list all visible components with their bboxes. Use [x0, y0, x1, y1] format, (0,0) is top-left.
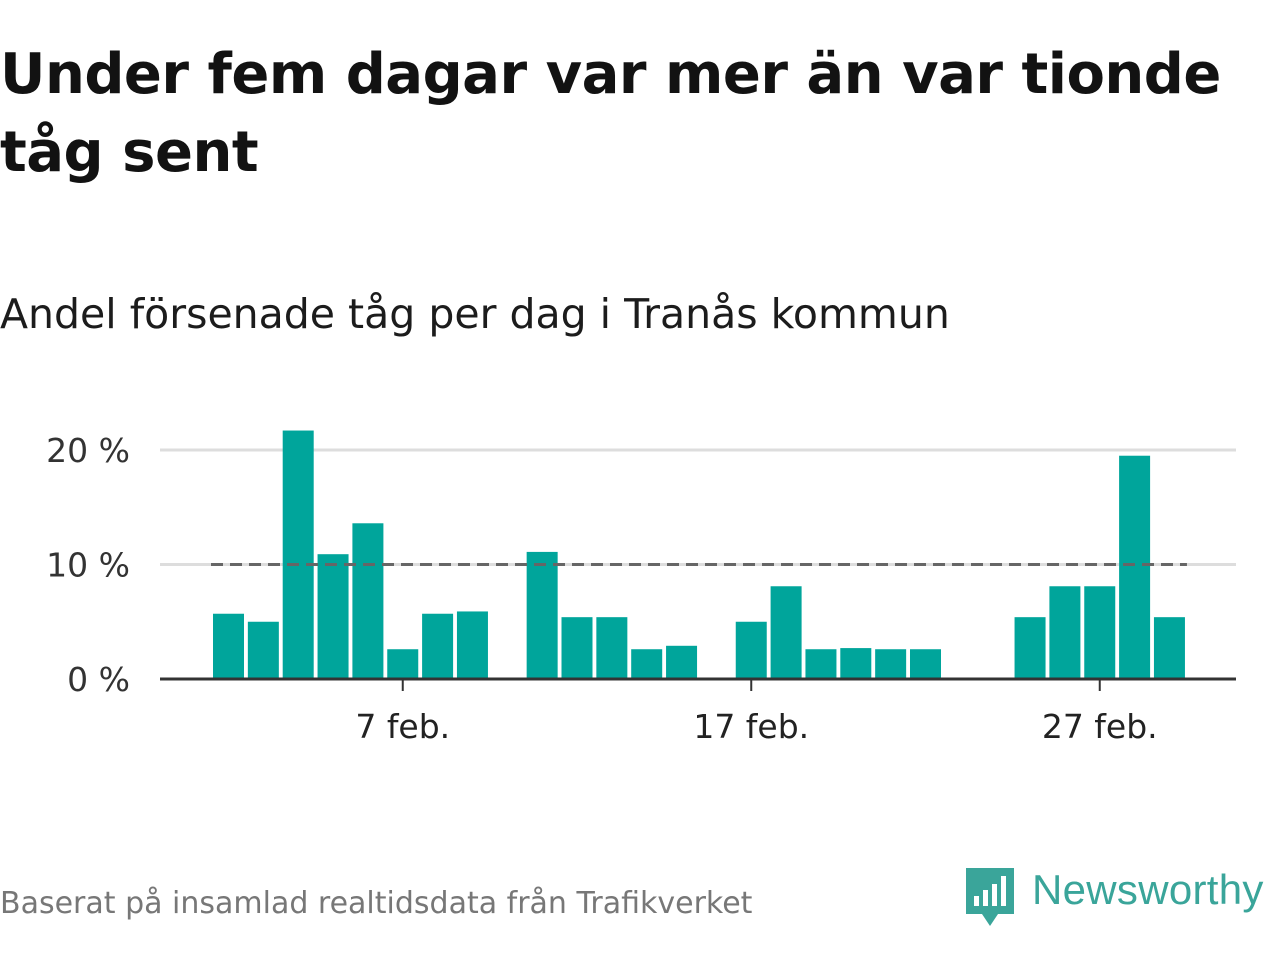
bar — [840, 648, 872, 679]
bar — [910, 649, 941, 679]
y-tick-label: 0 % — [67, 660, 130, 699]
x-tick-label: 7 feb. — [355, 707, 450, 746]
source-note: Baserat på insamlad realtidsdata från Tr… — [0, 886, 753, 921]
bar — [247, 621, 279, 679]
y-tick-label: 10 % — [46, 546, 130, 585]
bar — [770, 586, 802, 679]
bar — [213, 613, 244, 679]
chart-title: Under fem dagar var mer än var tionde tå… — [0, 42, 1221, 185]
bar-chart: 0 % 10 % 20 % 7 feb. 17 feb. 27 feb. — [46, 430, 1236, 746]
bar — [387, 649, 419, 679]
y-tick-label: 20 % — [46, 431, 130, 470]
bar — [317, 554, 349, 679]
bar — [561, 617, 593, 679]
bar — [596, 617, 628, 679]
bar — [456, 611, 488, 679]
x-tick-label: 17 feb. — [693, 707, 809, 746]
bar — [875, 649, 907, 679]
bar — [1014, 617, 1046, 679]
bar — [1049, 586, 1081, 679]
x-tick-label: 27 feb. — [1042, 707, 1158, 746]
bar — [282, 430, 314, 679]
chart-subtitle: Andel försenade tåg per dag i Tranås kom… — [0, 290, 950, 338]
logo-text: Newsworthy — [1032, 866, 1264, 913]
bar — [631, 649, 663, 679]
bar — [422, 613, 454, 679]
bar — [1153, 617, 1185, 679]
bar — [805, 649, 837, 679]
bar — [735, 621, 767, 679]
bar — [1084, 586, 1116, 679]
bar — [1119, 455, 1151, 679]
newsworthy-logo: Newsworthy — [964, 866, 1280, 930]
newsworthy-chart-icon — [966, 868, 1014, 926]
bar — [526, 551, 558, 679]
bar — [666, 645, 698, 679]
bar — [352, 523, 384, 679]
